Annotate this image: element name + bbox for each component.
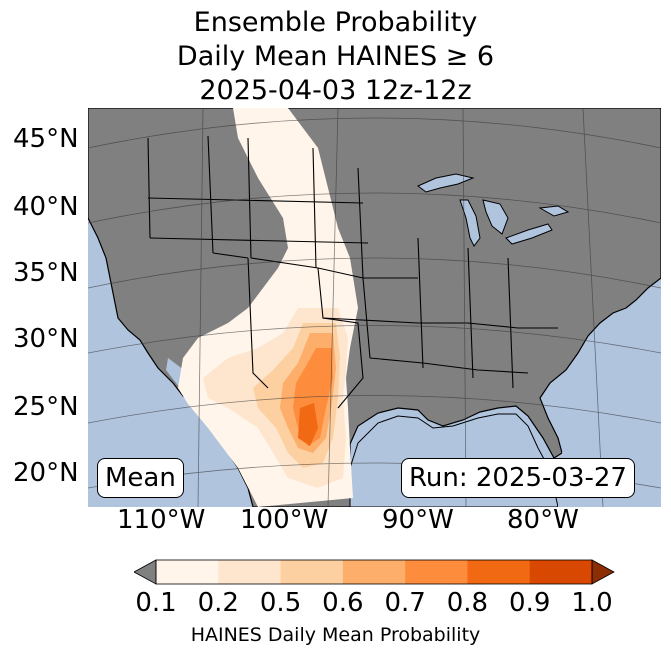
graticule [88,108,661,507]
mean-label: Mean [97,458,184,498]
great-lakes [417,173,570,247]
lat-label-25: 25°N [13,392,79,422]
colorbar-label: HAINES Daily Mean Probability [190,624,481,646]
colorbar-segment [218,560,282,584]
colorbar-tick-label: 0.2 [197,588,239,618]
colorbar-segment [342,560,406,584]
lat-label-45: 45°N [13,124,79,154]
colorbar-segment [467,560,531,584]
lat-label-20: 20°N [13,458,79,488]
lon-label-80: 80°W [507,505,579,535]
lat-label-30: 30°N [13,324,79,354]
colorbar-segment [529,560,593,584]
lat-label-35: 35°N [13,258,79,288]
colorbar-tick-label: 0.8 [446,588,489,618]
map-panel [88,108,661,507]
colorbar-over-arrow [591,559,615,585]
title-line-3: 2025-04-03 12z-12z [199,75,472,106]
colorbar [134,559,615,585]
lon-label-90: 90°W [382,505,454,535]
title-line-1: Ensemble Probability [193,7,478,38]
colorbar-segment [280,560,344,584]
atlantic [558,296,661,507]
lon-label-110: 110°W [117,505,206,535]
lat-label-40: 40°N [13,192,79,222]
colorbar-segment [156,560,219,584]
lon-label-100: 100°W [240,505,329,535]
colorbar-tick-label: 0.5 [259,588,302,618]
title-line-2: Daily Mean HAINES ≥ 6 [176,41,495,72]
colorbar-tick-label: 1.0 [571,588,613,618]
colorbar-segment [405,560,468,584]
colorbar-tick-label: 0.6 [322,588,364,618]
run-label: Run: 2025-03-27 [401,458,635,498]
colorbar-under-arrow [134,559,157,585]
colorbar-tick-label: 0.9 [509,588,551,618]
state-borders [147,135,558,409]
colorbar-tick-label: 0.1 [135,588,177,618]
colorbar-tick-label: 0.7 [384,588,426,618]
